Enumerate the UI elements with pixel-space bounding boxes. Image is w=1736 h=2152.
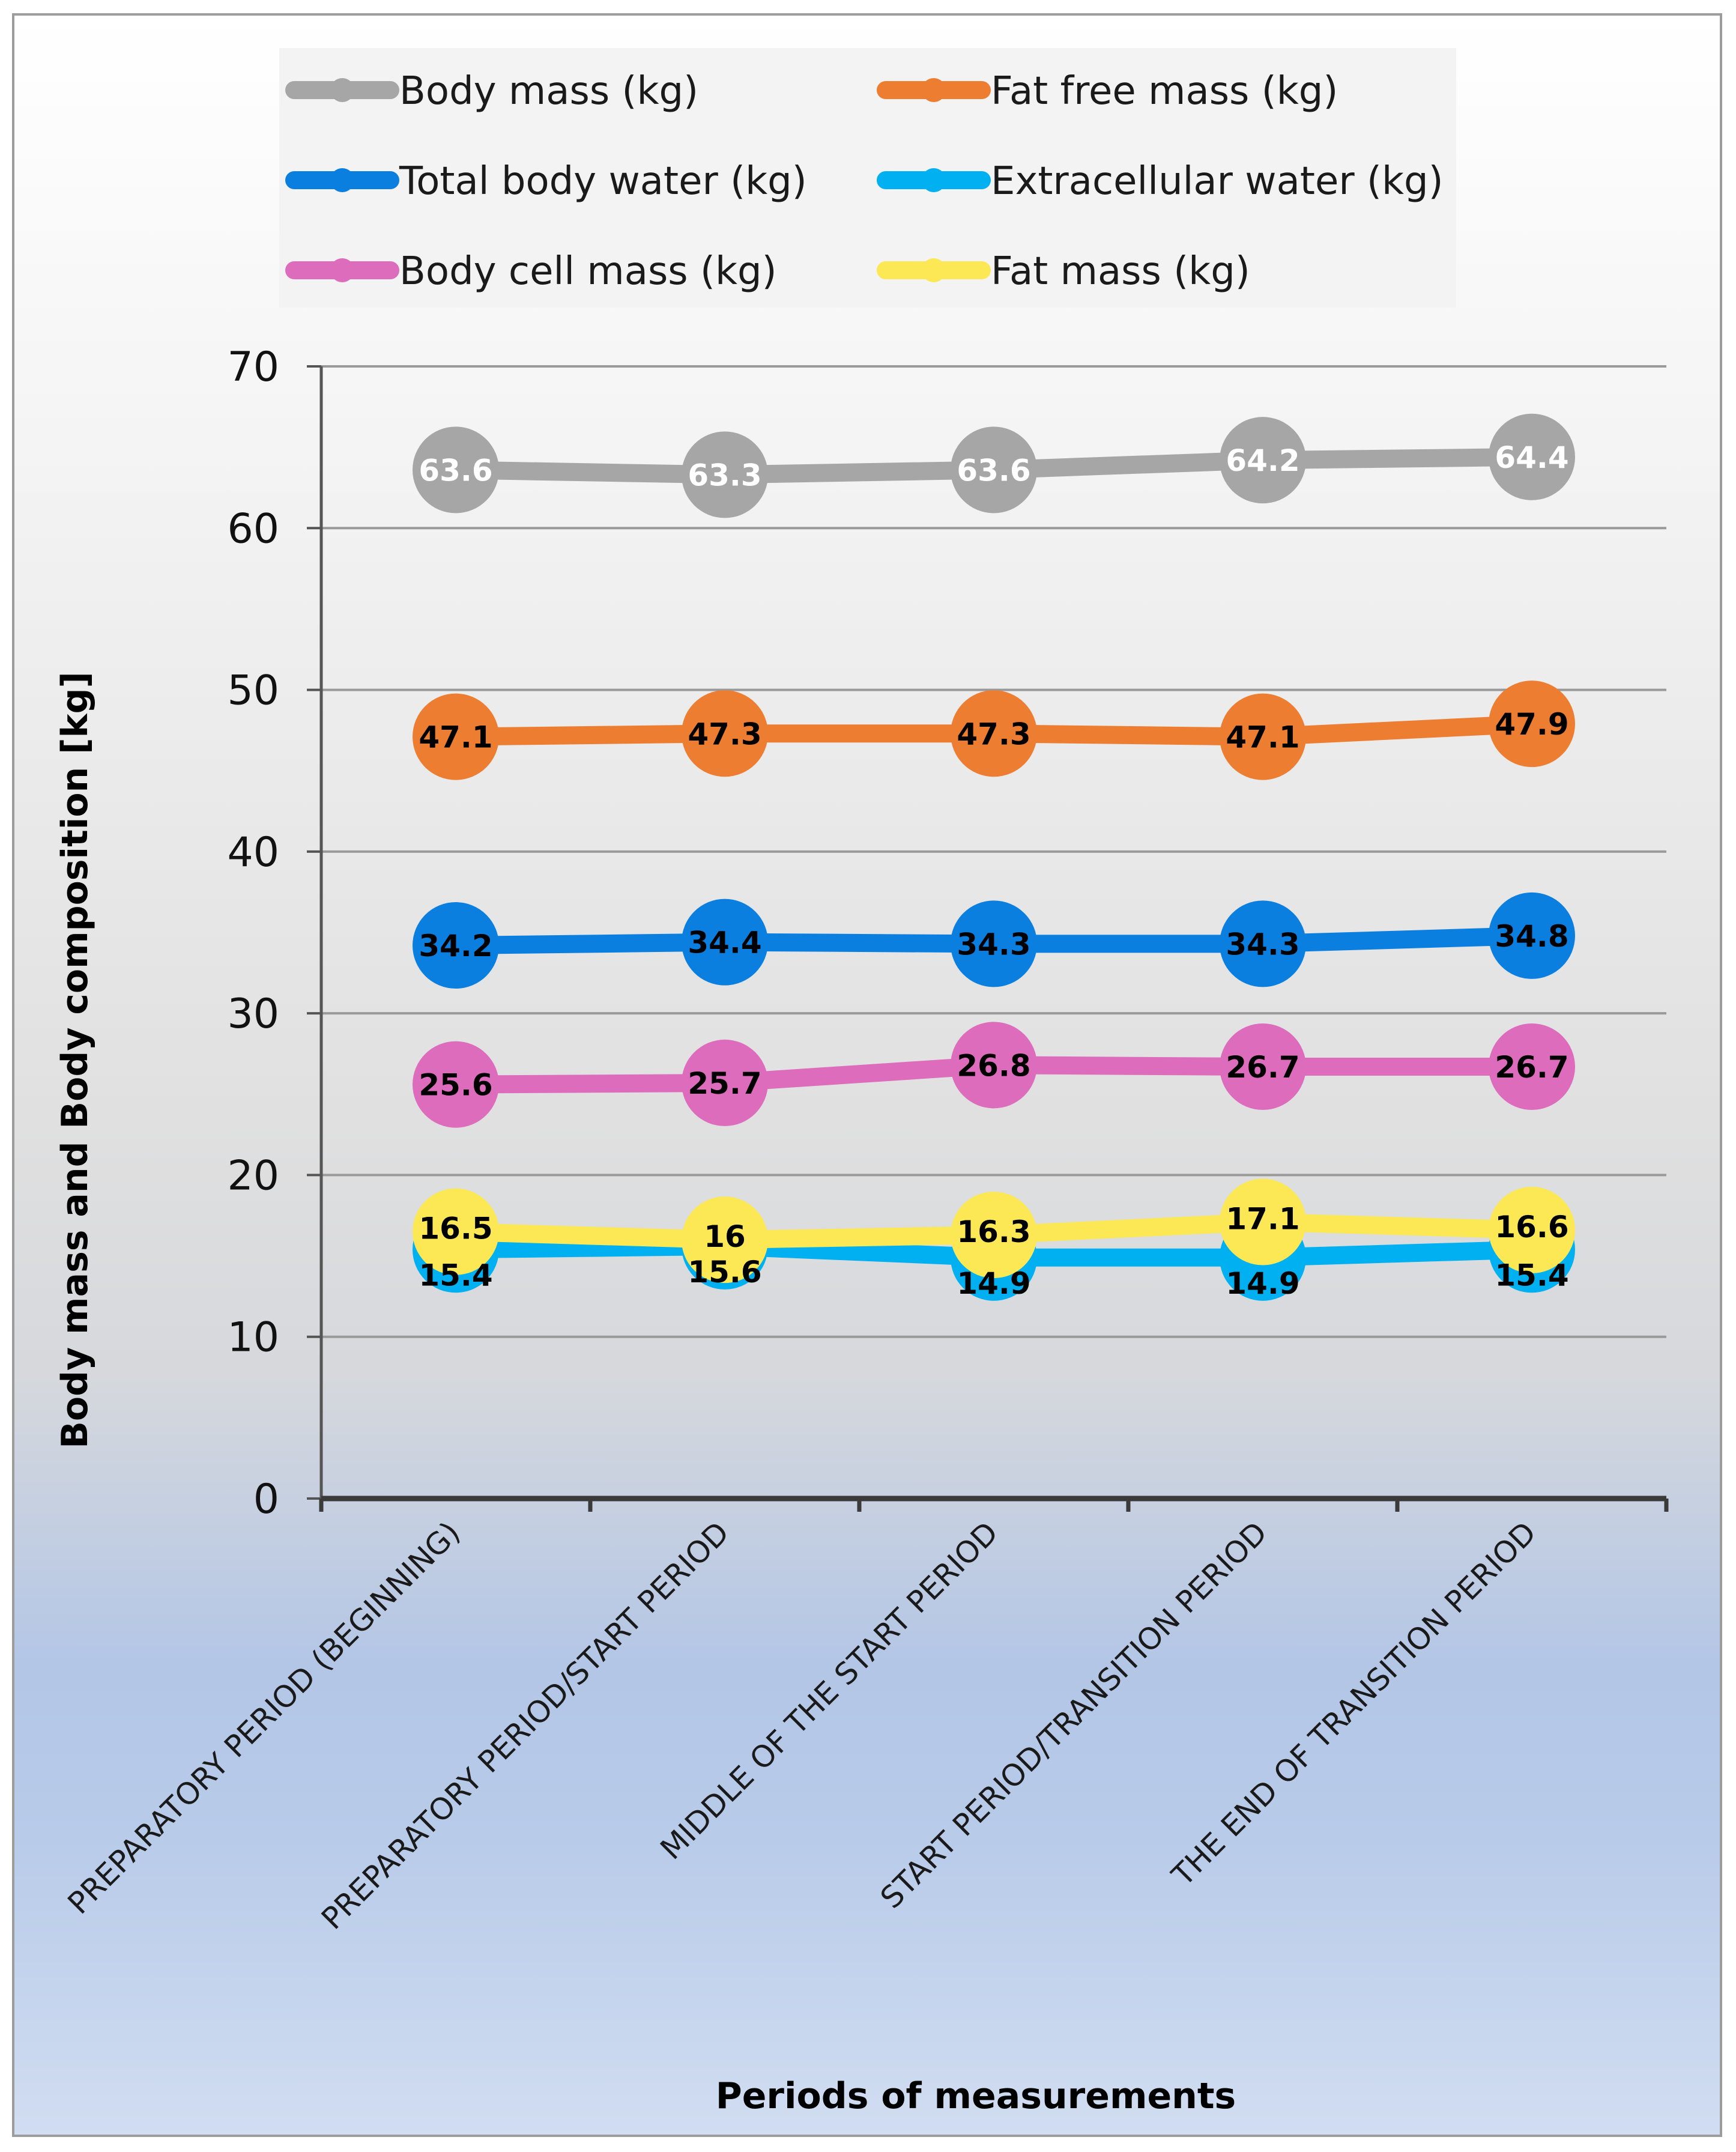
legend-swatch-marker	[922, 168, 946, 192]
data-label-total-body-water: 34.3	[1226, 927, 1299, 962]
y-tick-label: 50	[227, 667, 279, 715]
data-label-body-mass: 63.3	[688, 458, 761, 493]
data-label-extracellular-water: 14.9	[1226, 1266, 1299, 1301]
legend-item-body-cell-mass: Body cell mass (kg)	[285, 249, 777, 294]
legend-item-total-body-water: Total body water (kg)	[285, 159, 807, 204]
data-point	[951, 1022, 1037, 1109]
legend-label: Fat free mass (kg)	[991, 69, 1338, 114]
legend-item-extracellular-water: Extracellular water (kg)	[877, 159, 1444, 204]
data-point	[1489, 680, 1575, 768]
legend-item-fat-mass: Fat mass (kg)	[877, 249, 1250, 294]
data-point	[1489, 892, 1575, 979]
legend-label: Body cell mass (kg)	[399, 249, 777, 294]
data-label-total-body-water: 34.2	[419, 929, 492, 963]
legend-item-body-mass: Body mass (kg)	[285, 69, 698, 114]
data-label-fat-mass: 17.1	[1226, 1202, 1299, 1237]
data-point	[951, 426, 1037, 514]
data-label-total-body-water: 34.3	[957, 927, 1030, 962]
data-label-fat-mass: 16.5	[419, 1211, 492, 1246]
y-tick-label: 40	[227, 829, 279, 876]
data-point	[413, 426, 499, 514]
data-label-body-mass: 63.6	[957, 453, 1030, 488]
data-label-extracellular-water: 14.9	[957, 1266, 1030, 1301]
data-point	[682, 899, 768, 986]
legend-swatch-marker	[922, 258, 946, 282]
data-label-body-cell-mass: 26.8	[957, 1048, 1030, 1083]
series-body-cell-mass	[413, 1022, 1575, 1128]
data-label-body-cell-mass: 26.7	[1495, 1050, 1568, 1085]
data-point	[413, 1041, 499, 1128]
legend-box	[279, 48, 1456, 308]
data-point	[413, 1188, 499, 1275]
y-tick-label: 70	[227, 344, 279, 391]
data-label-body-cell-mass: 25.6	[419, 1068, 492, 1103]
y-axis-title: Body mass and Body composition [kg]	[54, 671, 96, 1449]
series-fat-free-mass	[413, 680, 1575, 780]
data-label-extracellular-water: 15.4	[419, 1258, 492, 1293]
legend-swatch-marker	[330, 78, 354, 102]
data-point	[1220, 693, 1306, 780]
legend-label: Total body water (kg)	[399, 159, 807, 204]
x-category-label: PREPARATORY PERIOD/START PERIOD	[315, 1515, 736, 1936]
data-point	[951, 900, 1037, 987]
data-point	[951, 690, 1037, 777]
y-tick-label: 30	[227, 990, 279, 1038]
legend-item-fat-free-mass: Fat free mass (kg)	[877, 69, 1338, 114]
data-label-fat-mass: 16.6	[1495, 1210, 1568, 1244]
data-point	[1220, 417, 1306, 504]
y-tick-label: 20	[227, 1152, 279, 1199]
data-label-total-body-water: 34.4	[688, 926, 761, 960]
data-label-total-body-water: 34.8	[1495, 919, 1568, 954]
data-point	[413, 693, 499, 780]
legend-swatch-marker	[330, 258, 354, 282]
data-label-fat-free-mass: 47.3	[957, 717, 1030, 751]
data-point	[1489, 1023, 1575, 1111]
data-label-fat-free-mass: 47.3	[688, 717, 761, 751]
legend-label: Fat mass (kg)	[991, 249, 1250, 294]
series-fat-mass	[413, 1178, 1575, 1284]
data-label-body-mass: 64.2	[1226, 443, 1299, 478]
y-tick-label: 60	[227, 505, 279, 553]
series-total-body-water	[413, 892, 1575, 989]
data-point	[682, 690, 768, 777]
data-label-fat-free-mass: 47.1	[1226, 720, 1299, 755]
data-point	[1489, 413, 1575, 500]
data-label-fat-mass: 16.3	[957, 1214, 1030, 1249]
data-point	[682, 1196, 768, 1284]
data-label-extracellular-water: 15.4	[1495, 1258, 1568, 1293]
legend-label: Body mass (kg)	[399, 69, 698, 114]
legend-swatch-marker	[330, 168, 354, 192]
data-label-fat-free-mass: 47.9	[1495, 707, 1568, 742]
series-body-mass	[413, 413, 1575, 518]
data-point	[951, 1192, 1037, 1279]
data-point	[1220, 900, 1306, 987]
data-point	[682, 431, 768, 518]
x-axis-title: Periods of measurements	[716, 2075, 1236, 2117]
data-point	[1220, 1178, 1306, 1265]
data-label-body-cell-mass: 25.7	[688, 1066, 761, 1101]
data-label-fat-free-mass: 47.1	[419, 720, 492, 755]
data-label-fat-mass: 16	[704, 1219, 746, 1254]
data-point	[1220, 1023, 1306, 1111]
y-tick-label: 0	[253, 1476, 279, 1523]
legend-label: Extracellular water (kg)	[991, 159, 1444, 204]
data-label-body-cell-mass: 26.7	[1226, 1050, 1299, 1085]
legend-swatch-marker	[922, 78, 946, 102]
data-label-body-mass: 64.4	[1495, 440, 1568, 475]
data-point	[1489, 1186, 1575, 1273]
data-point	[413, 902, 499, 989]
data-label-extracellular-water: 15.6	[688, 1255, 761, 1290]
data-point	[682, 1039, 768, 1126]
y-tick-label: 10	[227, 1314, 279, 1362]
data-label-body-mass: 63.6	[419, 453, 492, 488]
